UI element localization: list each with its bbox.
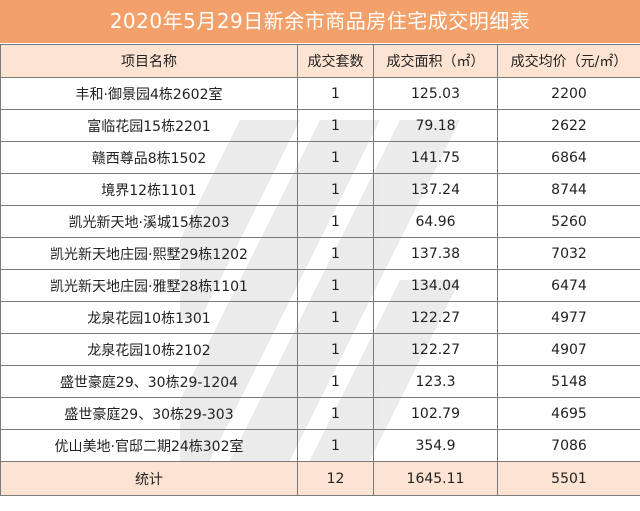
cell-deal-count: 1 [297, 397, 374, 430]
cell-project-name: 龙泉花园10栋2102 [0, 333, 298, 366]
cell-project-name: 盛世豪庭29、30栋29-1204 [0, 365, 298, 398]
cell-deal-count: 1 [297, 269, 374, 302]
cell-project-name: 盛世豪庭29、30栋29-303 [0, 397, 298, 430]
page-title: 2020年5月29日新余市商品房住宅成交明细表 [0, 0, 640, 43]
cell-deal-count: 1 [297, 365, 374, 398]
cell-deal-area: 141.75 [373, 141, 498, 174]
cell-avg-price: 5260 [497, 205, 640, 238]
cell-deal-area: 125.03 [373, 77, 498, 110]
cell-deal-area: 122.27 [373, 301, 498, 334]
cell-deal-count: 1 [297, 301, 374, 334]
table-row: 境界12栋1101 1 137.24 8744 [0, 173, 640, 206]
cell-avg-price: 6474 [497, 269, 640, 302]
cell-project-name: 优山美地·官邸二期24栋302室 [0, 429, 298, 462]
table-row: 龙泉花园10栋2102 1 122.27 4907 [0, 333, 640, 366]
transaction-table: 项目名称 成交套数 成交面积（㎡） 成交均价（元/㎡） 丰和·御景园4栋2602… [0, 44, 640, 496]
cell-deal-area: 123.3 [373, 365, 498, 398]
table-header-row: 项目名称 成交套数 成交面积（㎡） 成交均价（元/㎡） [0, 44, 640, 78]
total-deal-count: 12 [297, 461, 374, 496]
header-avg-price: 成交均价（元/㎡） [497, 44, 640, 78]
header-deal-count: 成交套数 [297, 44, 374, 78]
cell-deal-area: 122.27 [373, 333, 498, 366]
cell-project-name: 富临花园15栋2201 [0, 109, 298, 142]
header-deal-area: 成交面积（㎡） [373, 44, 498, 78]
cell-avg-price: 4907 [497, 333, 640, 366]
cell-deal-area: 134.04 [373, 269, 498, 302]
cell-project-name: 龙泉花园10栋1301 [0, 301, 298, 334]
cell-project-name: 境界12栋1101 [0, 173, 298, 206]
table-row: 丰和·御景园4栋2602室 1 125.03 2200 [0, 77, 640, 110]
cell-project-name: 凯光新天地庄园·雅墅28栋1101 [0, 269, 298, 302]
table-row: 凯光新天地庄园·熙墅29栋1202 1 137.38 7032 [0, 237, 640, 270]
table-row: 赣西尊品8栋1502 1 141.75 6864 [0, 141, 640, 174]
cell-avg-price: 6864 [497, 141, 640, 174]
cell-avg-price: 2200 [497, 77, 640, 110]
cell-avg-price: 7086 [497, 429, 640, 462]
cell-deal-count: 1 [297, 205, 374, 238]
cell-avg-price: 4977 [497, 301, 640, 334]
cell-avg-price: 8744 [497, 173, 640, 206]
cell-project-name: 赣西尊品8栋1502 [0, 141, 298, 174]
table-total-row: 统计 12 1645.11 5501 [0, 461, 640, 496]
table-row: 盛世豪庭29、30栋29-303 1 102.79 4695 [0, 397, 640, 430]
cell-deal-count: 1 [297, 333, 374, 366]
cell-deal-area: 137.38 [373, 237, 498, 270]
total-deal-area: 1645.11 [373, 461, 498, 496]
cell-deal-count: 1 [297, 237, 374, 270]
cell-deal-area: 137.24 [373, 173, 498, 206]
table-row: 富临花园15栋2201 1 79.18 2622 [0, 109, 640, 142]
header-project-name: 项目名称 [0, 44, 298, 78]
cell-avg-price: 4695 [497, 397, 640, 430]
cell-avg-price: 7032 [497, 237, 640, 270]
cell-project-name: 凯光新天地庄园·熙墅29栋1202 [0, 237, 298, 270]
cell-deal-area: 79.18 [373, 109, 498, 142]
table-row: 盛世豪庭29、30栋29-1204 1 123.3 5148 [0, 365, 640, 398]
table-row: 优山美地·官邸二期24栋302室 1 354.9 7086 [0, 429, 640, 462]
cell-deal-area: 64.96 [373, 205, 498, 238]
cell-deal-area: 354.9 [373, 429, 498, 462]
cell-deal-count: 1 [297, 429, 374, 462]
cell-avg-price: 2622 [497, 109, 640, 142]
cell-deal-count: 1 [297, 109, 374, 142]
cell-deal-count: 1 [297, 141, 374, 174]
total-avg-price: 5501 [497, 461, 640, 496]
cell-deal-area: 102.79 [373, 397, 498, 430]
cell-project-name: 丰和·御景园4栋2602室 [0, 77, 298, 110]
table-row: 凯光新天地·溪城15栋203 1 64.96 5260 [0, 205, 640, 238]
table-row: 龙泉花园10栋1301 1 122.27 4977 [0, 301, 640, 334]
cell-deal-count: 1 [297, 77, 374, 110]
cell-deal-count: 1 [297, 173, 374, 206]
cell-project-name: 凯光新天地·溪城15栋203 [0, 205, 298, 238]
total-label: 统计 [0, 461, 298, 496]
cell-avg-price: 5148 [497, 365, 640, 398]
table-row: 凯光新天地庄园·雅墅28栋1101 1 134.04 6474 [0, 269, 640, 302]
